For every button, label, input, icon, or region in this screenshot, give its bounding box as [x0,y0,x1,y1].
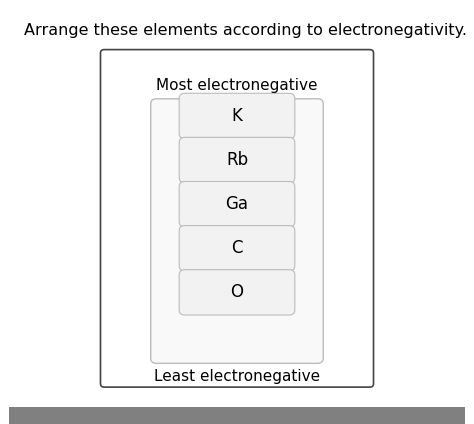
Text: Rb: Rb [226,151,248,169]
FancyBboxPatch shape [179,93,295,139]
FancyBboxPatch shape [179,181,295,227]
Text: Ga: Ga [226,195,248,213]
FancyBboxPatch shape [179,137,295,183]
Text: C: C [231,239,243,257]
FancyBboxPatch shape [100,50,374,387]
FancyBboxPatch shape [151,99,323,363]
Text: O: O [230,283,244,301]
Bar [9,407,465,424]
Text: K: K [232,107,242,125]
Text: Least electronegative: Least electronegative [154,369,320,384]
Text: Most electronegative: Most electronegative [156,78,318,93]
Text: Arrange these elements according to electronegativity.: Arrange these elements according to elec… [24,23,467,38]
FancyBboxPatch shape [179,226,295,271]
FancyBboxPatch shape [179,270,295,315]
